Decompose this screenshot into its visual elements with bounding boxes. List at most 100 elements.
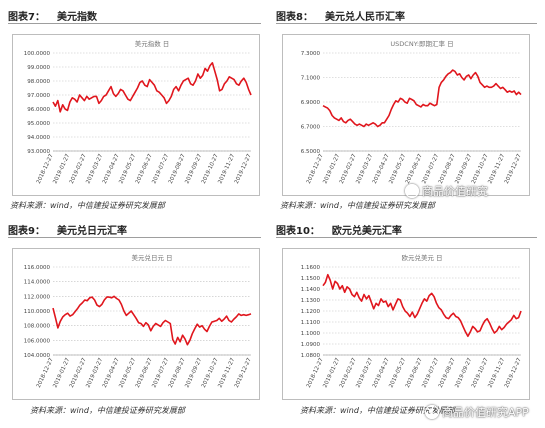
x-tick-label: 2019-11-27 (217, 153, 236, 185)
y-tick-label: 1.0900 (301, 342, 321, 348)
y-tick-label: 108.0000 (24, 324, 51, 330)
y-tick-label: 1.1300 (301, 298, 321, 304)
source-note: 资料来源：wind，中信建投证券研究发展部 (280, 201, 435, 210)
y-tick-label: 104.0000 (24, 353, 51, 359)
x-tick-label: 2019-07-27 (151, 153, 170, 185)
x-tick-label: 2019-06-27 (135, 357, 154, 389)
chart-svg: 美元指数 日 93.0000 94.0000 95.0000 96.0000 97.000… (24, 39, 253, 185)
watermark-text: 商品价值研究 (422, 185, 488, 198)
y-tick-label: 1.0800 (301, 353, 321, 359)
chart-usdcny: USDCNY:即期汇率 日 6.5000 6.7000 6.9000 7.1000 7.3… (282, 34, 530, 196)
x-tick-label: 2019-06-27 (405, 153, 424, 185)
x-tick-label: 2019-11-27 (487, 153, 506, 185)
chart-svg: 美元兑日元 日 104.0000 106.0000 108.0000 110.0000 1… (24, 253, 253, 389)
x-tick-label: 2019-10-27 (201, 153, 220, 185)
x-tick-label: 2019-05-27 (388, 357, 407, 389)
fig-label: 图表9： (8, 226, 45, 237)
chart-svg: 欧元兑美元 日 1.0800 1.0900 1.1000 1.1100 1.1200 1.1… (301, 253, 523, 389)
x-tick-label: 2019-05-27 (118, 153, 137, 185)
y-tick-label: 6.5000 (301, 149, 321, 155)
fig-title-usdjpy: 图表9： 美元兑日元汇率 (8, 222, 127, 237)
x-tick-label: 2019-02-27 (69, 357, 88, 389)
y-tick-label: 99.0000 (27, 65, 50, 71)
x-tick-label: 2019-03-27 (355, 357, 374, 389)
chart-title: 欧元兑美元 日 (401, 253, 442, 262)
x-tick-label: 2019-07-27 (421, 153, 440, 185)
source-note: 资料来源：wind，中信建投证券研究发展部 (10, 201, 165, 210)
y-tick-label: 1.1000 (301, 331, 321, 337)
series-line (322, 69, 522, 128)
y-tick-label: 93.0000 (27, 149, 50, 155)
y-tick-label: 98.0000 (27, 79, 50, 85)
y-tick-label: 6.9000 (301, 100, 321, 106)
x-tick-label: 2019-12-27 (234, 153, 253, 185)
chart-usdjpy: 美元兑日元 日 104.0000 106.0000 108.0000 110.0000 1… (12, 248, 260, 400)
x-tick-label: 2019-02-27 (69, 153, 88, 185)
x-tick-label: 2019-08-27 (438, 357, 457, 389)
chart-title: USDCNY:即期汇率 日 (390, 39, 453, 48)
y-tick-label: 110.0000 (24, 309, 51, 315)
x-tick-label: 2019-01-27 (52, 153, 71, 185)
x-tick-label: 2019-09-27 (454, 357, 473, 389)
series-line (322, 273, 522, 338)
x-tick-label: 2019-01-27 (52, 357, 71, 389)
x-tick-label: 2019-03-27 (85, 357, 104, 389)
x-tick-label: 2019-02-27 (339, 357, 358, 389)
y-tick-label: 97.0000 (27, 93, 50, 99)
x-tick-label: 2019-04-27 (372, 153, 391, 185)
wechat-logo-icon (425, 405, 439, 419)
x-tick-label: 2019-06-27 (405, 357, 424, 389)
y-tick-label: 106.0000 (24, 338, 51, 344)
y-tick-label: 96.0000 (27, 107, 50, 113)
x-tick-label: 2019-10-27 (201, 357, 220, 389)
y-tick-label: 1.1200 (301, 309, 321, 315)
x-tick-label: 2019-11-27 (487, 357, 506, 389)
y-tick-label: 94.0000 (27, 135, 50, 141)
x-tick-label: 2019-06-27 (135, 153, 154, 185)
x-tick-label: 2019-10-27 (471, 153, 490, 185)
y-tick-label: 1.1100 (301, 320, 321, 326)
fig-title-usdcny: 图表8： 美元兑人民币汇率 (276, 8, 405, 23)
x-tick-label: 2019-11-27 (217, 357, 236, 389)
x-tick-label: 2019-08-27 (438, 153, 457, 185)
y-tick-label: 100.0000 (24, 51, 51, 57)
x-tick-label: 2019-05-27 (118, 357, 137, 389)
source-note: 资料来源：wind，中信建投证券研究发展部 (30, 406, 185, 415)
x-tick-label: 2019-01-27 (322, 357, 341, 389)
x-tick-label: 2019-02-27 (339, 153, 358, 185)
fig-label: 图表7： (8, 12, 45, 23)
x-tick-label: 2018-12-27 (306, 357, 325, 389)
source-note: 资料来源：wind，中信建投证券研究发展部 (300, 406, 455, 415)
series-line (52, 295, 252, 346)
chart-svg: USDCNY:即期汇率 日 6.5000 6.7000 6.9000 7.1000 7.3… (301, 39, 523, 185)
y-tick-label: 7.3000 (301, 51, 321, 57)
title-divider (276, 237, 537, 238)
x-tick-label: 2019-10-27 (471, 357, 490, 389)
fig-label: 图表10： (276, 226, 320, 237)
x-tick-label: 2019-08-27 (168, 357, 187, 389)
chart-title: 美元兑日元 日 (131, 253, 172, 262)
fig-label: 图表8： (276, 12, 313, 23)
y-tick-label: 1.1600 (301, 265, 321, 271)
y-tick-label: 1.1500 (301, 276, 321, 282)
y-tick-label: 116.0000 (24, 265, 51, 271)
x-tick-label: 2019-08-27 (168, 153, 187, 185)
fig-name: 美元兑日元汇率 (56, 226, 127, 237)
x-tick-label: 2019-09-27 (454, 153, 473, 185)
x-tick-label: 2018-12-27 (36, 357, 55, 389)
y-tick-label: 112.0000 (24, 294, 51, 300)
x-tick-label: 2019-09-27 (184, 357, 203, 389)
x-tick-label: 2019-04-27 (372, 357, 391, 389)
chart-title: 美元指数 日 (135, 39, 170, 48)
x-tick-label: 2019-01-27 (322, 153, 341, 185)
y-tick-label: 6.7000 (301, 125, 321, 131)
x-tick-label: 2019-03-27 (355, 153, 374, 185)
x-tick-label: 2019-04-27 (102, 357, 121, 389)
chart-dxy: 美元指数 日 93.0000 94.0000 95.0000 96.0000 97.000… (12, 34, 260, 196)
x-tick-label: 2019-07-27 (151, 357, 170, 389)
x-tick-label: 2019-09-27 (184, 153, 203, 185)
title-divider (276, 23, 537, 24)
fig-title-eurusd: 图表10： 欧元兑美元汇率 (276, 222, 402, 237)
fig-name: 美元指数 (56, 12, 97, 23)
watermark-text: 商品价值研究APP (442, 406, 529, 419)
